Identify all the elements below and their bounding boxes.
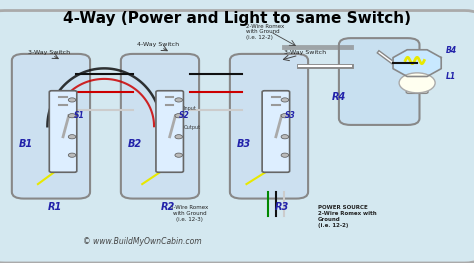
FancyBboxPatch shape: [339, 38, 419, 125]
Text: 4-Way (Power and Light to same Switch): 4-Way (Power and Light to same Switch): [63, 11, 411, 26]
FancyBboxPatch shape: [156, 91, 183, 172]
FancyBboxPatch shape: [12, 54, 90, 199]
Circle shape: [68, 135, 76, 139]
Circle shape: [175, 114, 182, 118]
Circle shape: [281, 98, 289, 102]
FancyBboxPatch shape: [49, 91, 77, 172]
Text: R3: R3: [275, 203, 289, 213]
Circle shape: [281, 135, 289, 139]
Text: POWER SOURCE
2-Wire Romex with
Ground
(i.e. 12-2): POWER SOURCE 2-Wire Romex with Ground (i…: [318, 205, 376, 227]
Text: B3: B3: [237, 139, 251, 149]
Text: B1: B1: [19, 139, 33, 149]
FancyBboxPatch shape: [406, 76, 428, 93]
Text: Input: Input: [184, 107, 197, 112]
Text: R4: R4: [332, 92, 346, 102]
Text: Output: Output: [184, 125, 201, 130]
Text: R1: R1: [47, 203, 62, 213]
FancyBboxPatch shape: [121, 54, 199, 199]
Text: © www.BuildMyOwnCabin.com: © www.BuildMyOwnCabin.com: [83, 237, 201, 246]
Text: 2-Wire Romex
with Ground
(i.e. 12-2): 2-Wire Romex with Ground (i.e. 12-2): [246, 24, 285, 40]
Circle shape: [281, 114, 289, 118]
Text: L1: L1: [446, 72, 456, 81]
Circle shape: [175, 153, 182, 157]
Polygon shape: [393, 50, 441, 77]
Text: S2: S2: [179, 111, 190, 120]
Text: R2: R2: [161, 203, 175, 213]
Circle shape: [68, 114, 76, 118]
Text: B4: B4: [446, 45, 456, 55]
Circle shape: [175, 98, 182, 102]
Text: B2: B2: [128, 139, 142, 149]
Circle shape: [281, 153, 289, 157]
Text: S1: S1: [73, 111, 84, 120]
FancyBboxPatch shape: [262, 91, 290, 172]
Circle shape: [68, 153, 76, 157]
Circle shape: [68, 98, 76, 102]
Text: 3-Way Switch: 3-Way Switch: [28, 50, 71, 55]
Circle shape: [399, 73, 435, 93]
Circle shape: [175, 135, 182, 139]
FancyBboxPatch shape: [0, 11, 474, 263]
Text: 4-Way Switch: 4-Way Switch: [137, 42, 180, 47]
FancyBboxPatch shape: [230, 54, 308, 199]
Text: S3: S3: [284, 111, 295, 120]
Text: 3-Way Switch: 3-Way Switch: [284, 50, 327, 55]
Text: 3-Wire Romex
with Ground
(i.e. 12-3): 3-Wire Romex with Ground (i.e. 12-3): [171, 205, 209, 222]
